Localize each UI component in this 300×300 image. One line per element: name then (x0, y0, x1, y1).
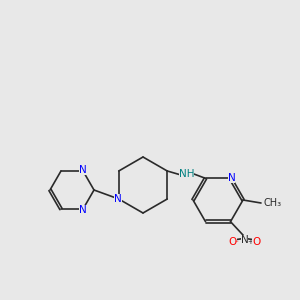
Text: N: N (79, 205, 87, 215)
Text: N: N (79, 165, 87, 175)
Text: N: N (241, 235, 248, 245)
Text: N: N (114, 194, 122, 204)
Text: CH₃: CH₃ (263, 198, 281, 208)
Text: +: + (248, 239, 254, 245)
Text: O: O (228, 237, 237, 247)
Text: ⁻: ⁻ (235, 241, 239, 247)
Text: NH: NH (178, 169, 194, 179)
Text: N: N (228, 173, 236, 183)
Text: O: O (252, 237, 261, 247)
